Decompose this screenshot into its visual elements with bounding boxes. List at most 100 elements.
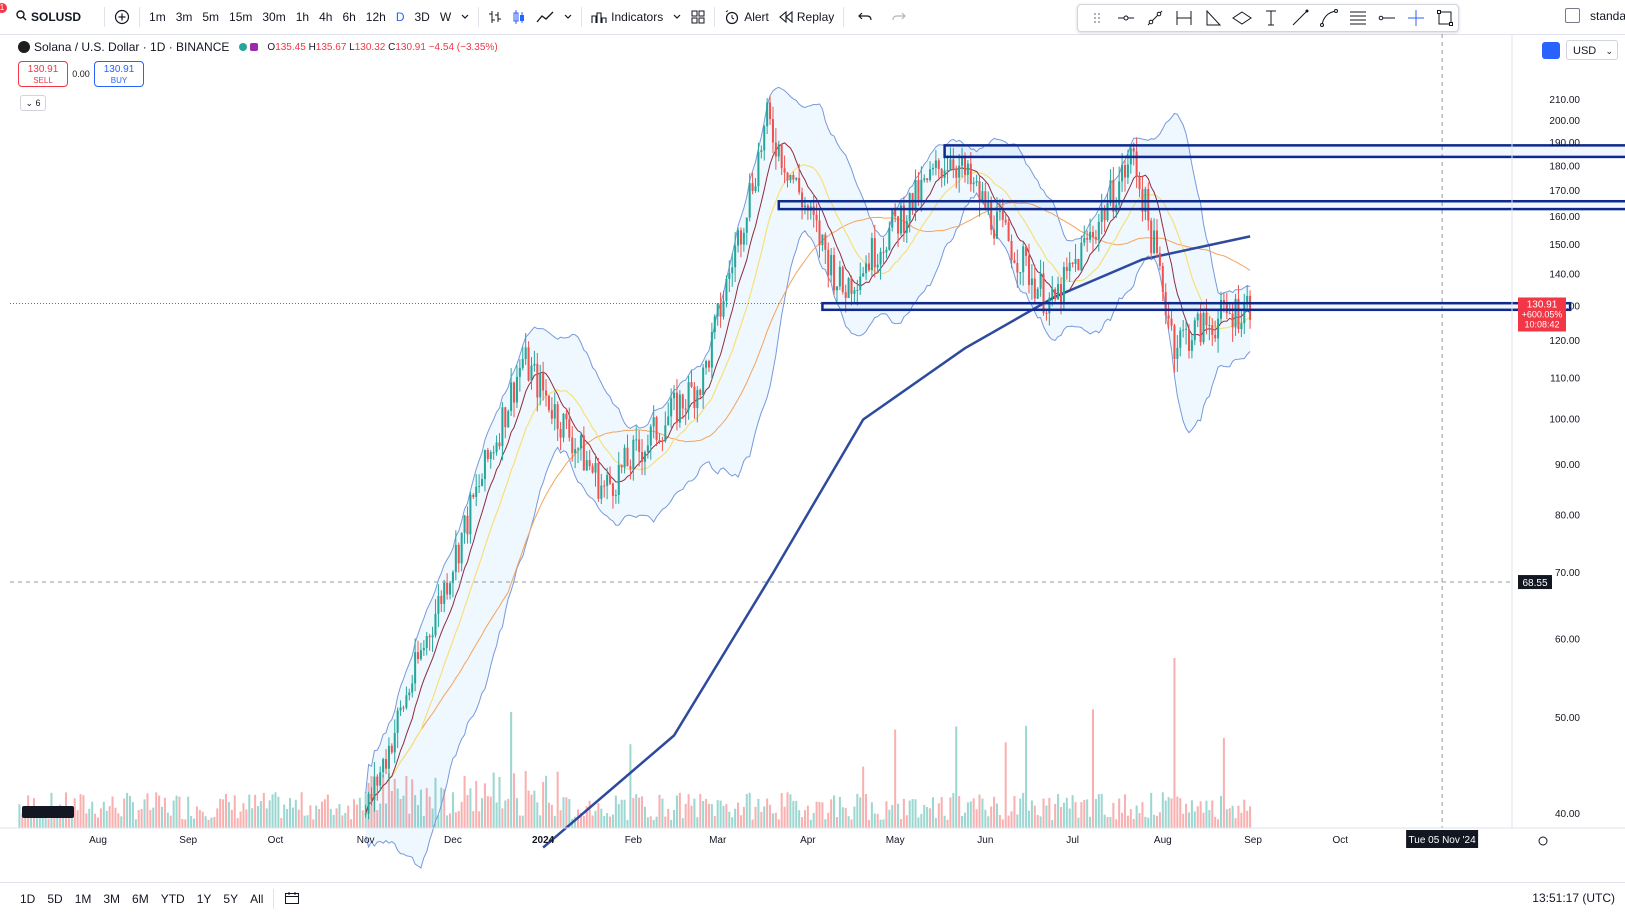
volume-bar [1126,815,1129,828]
volume-bar [582,815,585,828]
chart-legend: Solana / U.S. Dollar · 1D · BINANCE O135… [18,40,498,54]
triangle-tool[interactable] [1200,6,1227,30]
chart-type-dropdown[interactable] [559,0,577,34]
volume-bar [1071,795,1074,828]
volume-bar [821,802,824,828]
timeframe-w[interactable]: W [439,10,452,24]
range-3m[interactable]: 3M [103,892,121,906]
line-style-button[interactable] [531,0,559,34]
volume-bar [565,797,568,828]
sell-button[interactable]: 130.91 SELL [18,61,68,87]
timeframe-3d[interactable]: 3D [414,10,430,24]
candle-body [943,170,946,178]
timeframe-30m[interactable]: 30m [262,10,286,24]
timeframe-d[interactable]: D [395,10,405,24]
candle-body [1077,258,1080,271]
volume-bar [379,803,382,828]
candle-body [545,390,548,396]
candle-body [1033,278,1036,299]
volume-bar [914,799,917,828]
candle-body [885,249,888,253]
timeframe-6h[interactable]: 6h [342,10,356,24]
sync-icon[interactable] [1542,42,1560,59]
timeframe-1h[interactable]: 1h [295,10,310,24]
range-1y[interactable]: 1Y [196,892,212,906]
candle-body [771,119,774,143]
indicators-button[interactable]: Indicators [586,0,668,34]
ma-10-line [365,142,1251,815]
timeframe-3m[interactable]: 3m [175,10,193,24]
redo-button[interactable] [882,0,916,34]
volume-bar [175,795,178,828]
price-chart[interactable]: 210.00 200.00 190.00 180.00 170.00 160.00 150.… [0,34,1625,882]
timeframe-1m[interactable]: 1m [149,10,166,24]
volume-bar [1118,798,1121,828]
volume-bar [757,798,760,828]
range-5y[interactable]: 5Y [223,892,239,906]
notification-badge[interactable]: 1 [0,3,7,13]
candle-body [387,745,390,769]
compare-symbol-button[interactable] [109,0,135,34]
symbol-search[interactable]: SOLUSD [0,0,86,34]
timeframe-5m[interactable]: 5m [202,10,220,24]
candle-body [1039,273,1042,289]
replay-button[interactable]: Replay [774,0,839,34]
utc-clock[interactable]: 13:51:17 (UTC) [1532,891,1615,905]
bar-style-button[interactable] [483,0,507,34]
candle-style-button[interactable] [507,0,531,34]
candle-body [515,376,518,403]
horizontal-ray-tool[interactable] [1113,6,1140,30]
range-1d[interactable]: 1D [20,892,36,906]
volume-bar [574,816,577,828]
range-ytd[interactable]: YTD [160,892,185,906]
volume-bar [652,819,655,828]
candle-body [623,447,626,468]
volume-bar [1106,816,1109,828]
indicators-collapse-button[interactable]: ⌄ 6 [20,95,46,111]
undo-button[interactable] [848,0,882,34]
volume-bar [946,819,949,828]
horizontal-line-tool[interactable] [1373,6,1400,30]
range-5d[interactable]: 5D [47,892,63,906]
range-1m[interactable]: 1M [74,892,92,906]
fib-tool[interactable] [1344,6,1371,30]
alert-button[interactable]: Alert [719,0,774,34]
volume-bar [958,796,961,828]
layouts-button[interactable] [686,0,710,34]
ellipse-tool[interactable] [1229,6,1256,30]
candle-body [745,217,748,233]
candle-body [949,159,952,170]
trend-line-tool[interactable] [1142,6,1169,30]
timeframe-12h[interactable]: 12h [365,10,386,24]
date-range-tool[interactable] [1171,6,1198,30]
date-range-button[interactable] [278,891,306,908]
timeframe-4h[interactable]: 4h [319,10,333,24]
chevron-down-icon: ⌄ [25,98,33,108]
volume-bar [1243,799,1246,828]
candle-body [1057,284,1060,300]
candle-body [542,373,545,391]
cross-line-tool[interactable] [1402,6,1429,30]
range-all[interactable]: All [250,892,264,906]
buy-button[interactable]: 130.91 BUY [94,61,144,87]
volume-bar [256,806,260,828]
timeframe-dropdown[interactable] [456,0,474,34]
currency-selector[interactable]: USD ⌄ [1566,40,1618,60]
drag-handle[interactable] [1084,6,1111,30]
timeframe-15m[interactable]: 15m [229,10,253,24]
indicators-dropdown[interactable] [668,0,686,34]
toggle-checkbox[interactable] [1565,8,1580,23]
text-tool[interactable] [1258,6,1285,30]
candle-body [969,163,972,185]
volume-bar [329,808,332,828]
volume-bar [213,816,216,828]
rectangle-tool[interactable] [1431,6,1458,30]
candle-body [699,389,702,395]
volume-bar [443,789,446,828]
volume-bar [271,794,274,828]
curve-tool[interactable] [1315,6,1342,30]
volume-bar [833,795,836,828]
range-6m[interactable]: 6M [132,892,149,906]
ray-tool[interactable] [1286,6,1313,30]
buy-label: BUY [110,76,128,85]
